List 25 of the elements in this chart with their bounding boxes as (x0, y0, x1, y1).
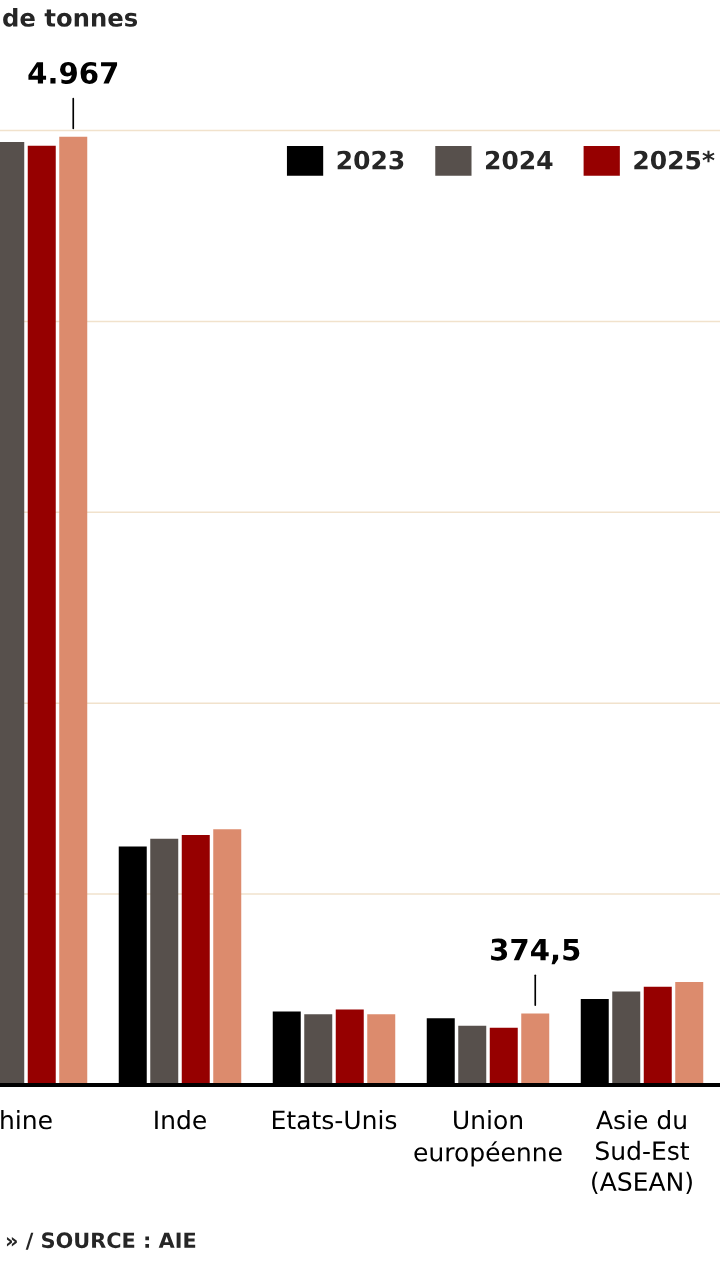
data-label: 374,5 (491, 938, 580, 965)
bar (59, 136, 88, 1085)
x-tick-label: hine (1, 1110, 52, 1130)
legend-label: 2025* (634, 150, 715, 170)
bar (643, 986, 672, 1085)
text: » / SOURCE : AIE (6, 1232, 196, 1250)
bar (612, 991, 641, 1085)
bar (150, 838, 179, 1085)
bar (367, 1014, 396, 1085)
x-tick-label: Union européenne (414, 1110, 562, 1167)
bar (489, 1027, 518, 1085)
bar (521, 1013, 550, 1085)
x-tick-label: Asie du Sud-Est (ASEAN) (592, 1110, 692, 1194)
chart-title: de tonnes (3, 8, 138, 27)
x-tick-label: Etats-Unis (273, 1110, 397, 1130)
bar (335, 1009, 364, 1085)
bar (304, 1014, 333, 1085)
bar (675, 981, 704, 1085)
data-label: 4.967 (28, 61, 118, 84)
legend-label: 2024 (486, 150, 553, 170)
x-tick-label: Inde (155, 1110, 206, 1130)
legend-label: 2023 (337, 150, 404, 170)
bar (458, 1025, 487, 1085)
bar (181, 834, 210, 1085)
bar (213, 829, 242, 1085)
